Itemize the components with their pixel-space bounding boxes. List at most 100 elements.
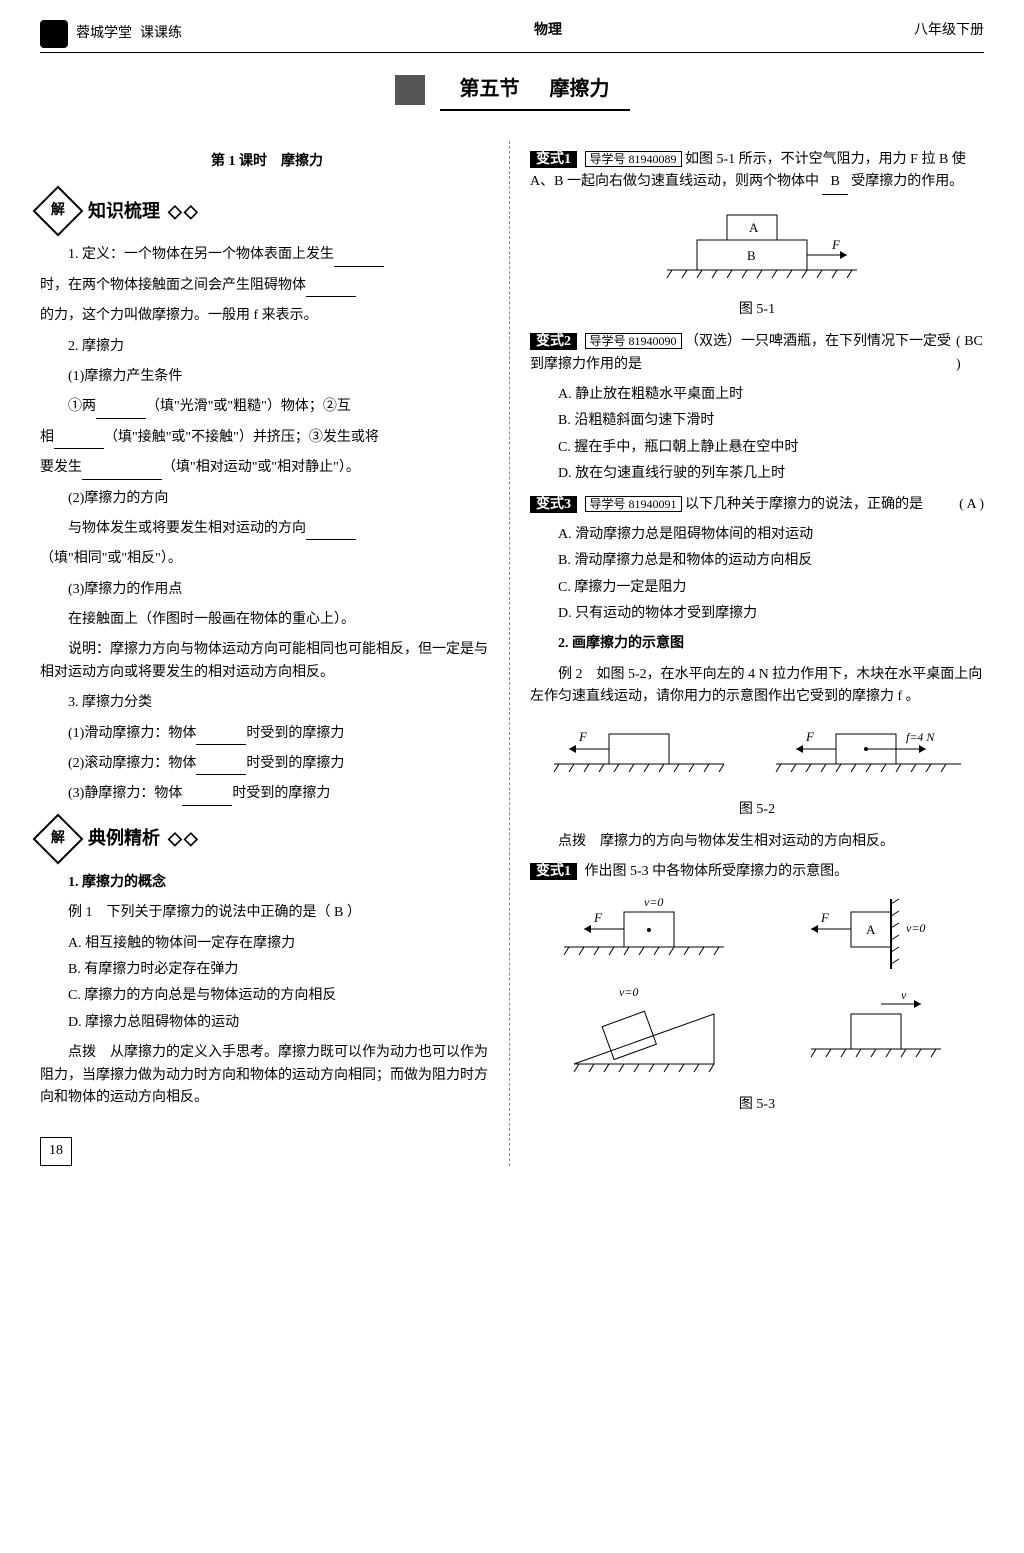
fig53-label: 图 5-3 — [530, 1094, 984, 1116]
k2b1: 与物体发生或将要发生相对运动的方向 — [40, 518, 494, 540]
k2a1-t: ①两 — [68, 399, 96, 414]
fig53-v0c: v=0 — [619, 985, 638, 999]
v1b-text: 作出图 5-3 中各物体所受摩擦力的示意图。 — [585, 864, 849, 879]
k3b2-t: 时受到的摩擦力 — [246, 756, 344, 771]
k1b-text: 时，在两个物体接触面之间会产生阻碍物体 — [40, 278, 306, 293]
blank-input[interactable] — [182, 789, 232, 806]
ex1-opt-c: C. 摩擦力的方向总是与物体运动的方向相反 — [68, 985, 494, 1007]
section-number: 第五节 — [460, 78, 520, 100]
fig52-label: 图 5-2 — [530, 799, 984, 821]
ex2: 例 2 如图 5-2，在水平向左的 4 N 拉力作用下，木块在水平桌面上向左作匀… — [530, 664, 984, 709]
k3: 3. 摩擦力分类 — [40, 692, 494, 714]
v3-text: 以下几种关于摩擦力的说法，正确的是 — [685, 497, 923, 512]
k3b: (2)滚动摩擦力：物体时受到的摩擦力 — [40, 753, 494, 775]
fig53-A: A — [866, 922, 876, 937]
ex1-opt-d: D. 摩擦力总阻碍物体的运动 — [68, 1012, 494, 1034]
ex1-tip: 点拨 从摩擦力的定义入手思考。摩擦力既可以作为动力也可以作为阻力，当摩擦力做为动… — [40, 1042, 494, 1109]
blank-input[interactable] — [306, 524, 356, 541]
v3-answer: ( A ) — [959, 494, 984, 516]
content-columns: 第 1 课时 摩擦力 解 知识梳理 1. 定义：一个物体在另一个物体表面上发生 … — [40, 141, 984, 1166]
diamond-icon: 解 — [33, 813, 84, 864]
heading-text: 知识梳理 — [88, 197, 160, 226]
blank-input[interactable] — [334, 250, 384, 267]
k2b1-t: 与物体发生或将要发生相对运动的方向 — [68, 521, 306, 536]
fig51-svg: A B F — [657, 205, 857, 295]
k3c: (3)静摩擦力：物体时受到的摩擦力 — [40, 783, 494, 805]
k2a3: 要发生 （填"相对运动"或"相对静止"）。 — [40, 457, 494, 479]
heading-text: 典例精析 — [88, 824, 160, 853]
brand-name: 蓉城学堂 — [76, 23, 132, 45]
fig52-F: F — [578, 729, 588, 744]
code-label: 导学号 81940091 — [585, 496, 682, 512]
page-number: 18 — [40, 1137, 72, 1165]
left-column: 第 1 课时 摩擦力 解 知识梳理 1. 定义：一个物体在另一个物体表面上发生 … — [40, 141, 510, 1166]
v2-opt-c: C. 握在手中，瓶口朝上静止悬在空中时 — [558, 437, 984, 459]
v3-opt-a: A. 滑动摩擦力总是阻碍物体间的相对运动 — [558, 524, 984, 546]
variant1b: 变式1 作出图 5-3 中各物体所受摩擦力的示意图。 — [530, 861, 984, 883]
k2a3b-t: （填"相对运动"或"相对静止"）。 — [162, 460, 360, 475]
v1-answer: B — [822, 171, 847, 194]
v2-opt-a: A. 静止放在粗糙水平桌面上时 — [558, 384, 984, 406]
fig52-f: f=4 N — [906, 730, 935, 744]
v2-opt-d: D. 放在匀速直线行驶的列车茶几上时 — [558, 463, 984, 485]
section-title: 第五节 摩擦力 — [40, 73, 984, 111]
v1-end: 受摩擦力的作用。 — [851, 174, 963, 189]
k2a2: 相（填"接触"或"不接触"）并挤压；③发生或将 — [40, 427, 494, 449]
v3-opt-d: D. 只有运动的物体才受到摩擦力 — [558, 603, 984, 625]
fig53-v0a: v=0 — [644, 895, 663, 909]
k2c: (3)摩擦力的作用点 — [40, 579, 494, 601]
fig52-right-svg: F f=4 N — [766, 719, 966, 789]
blank-input[interactable] — [96, 402, 146, 419]
ex1: 例 1 下列关于摩擦力的说法中正确的是（ B ） — [40, 902, 494, 924]
fig53-a-svg: v=0 F — [554, 894, 734, 974]
k3a-t: (1)滑动摩擦力：物体 — [68, 726, 196, 741]
diamond-icon: 解 — [33, 186, 84, 237]
fig51-B: B — [747, 248, 756, 263]
fig51-F: F — [831, 237, 841, 252]
ex1-heading: 1. 摩擦力的概念 — [40, 872, 494, 894]
fig51-A: A — [749, 220, 759, 235]
k1-text: 1. 定义：一个物体在另一个物体表面上发生 — [68, 247, 334, 262]
heading-examples: 解 典例精析 — [40, 821, 494, 857]
variant3: 变式3 导学号 81940091 以下几种关于摩擦力的说法，正确的是 ( A ) — [530, 494, 984, 516]
variant-badge: 变式2 — [530, 333, 577, 350]
header-subject: 物理 — [534, 20, 562, 48]
fig53-Fa: F — [593, 910, 603, 925]
v3-opt-b: B. 滑动摩擦力总是和物体的运动方向相反 — [558, 550, 984, 572]
ex1-opt-b: B. 有摩擦力时必定存在弹力 — [68, 959, 494, 981]
fig52-left-svg: F — [549, 719, 729, 789]
k2c1: 在接触面上（作图时一般画在物体的重心上）。 — [40, 609, 494, 631]
blank-input[interactable] — [306, 280, 356, 297]
k1-line3: 的力，这个力叫做摩擦力。一般用 f 来表示。 — [40, 305, 494, 327]
variant2: 变式2 导学号 81940090 （双选）一只啤酒瓶，在下列情况下一定受到摩擦力… — [530, 331, 984, 376]
blank-input[interactable] — [54, 432, 104, 449]
figure-5-3-row1: v=0 F F — [530, 894, 984, 974]
blank-input[interactable] — [196, 759, 246, 776]
v3-opt-c: C. 摩擦力一定是阻力 — [558, 577, 984, 599]
blank-input[interactable] — [196, 728, 246, 745]
variant-badge: 变式1 — [530, 863, 577, 880]
variant-badge: 变式1 — [530, 151, 577, 168]
k3a2-t: 时受到的摩擦力 — [246, 726, 344, 741]
fig53-c-svg: v=0 — [554, 984, 734, 1084]
v2-opt-b: B. 沿粗糙斜面匀速下滑时 — [558, 410, 984, 432]
variant-badge: 变式3 — [530, 496, 577, 513]
header-grade: 八年级下册 — [914, 20, 984, 48]
fig53-v0b: v=0 — [906, 921, 925, 935]
fig53-v: v — [901, 988, 907, 1002]
k2a2-t: 相 — [40, 430, 54, 445]
k2a3-t: 要发生 — [40, 460, 82, 475]
fig51-label: 图 5-1 — [530, 299, 984, 321]
ex2-heading: 2. 画摩擦力的示意图 — [530, 633, 984, 655]
fig52-F2: F — [805, 729, 815, 744]
fig53-Fb: F — [820, 910, 830, 925]
code-label: 导学号 81940090 — [585, 333, 682, 349]
blank-input[interactable] — [82, 463, 162, 480]
brand-logo-icon — [40, 20, 68, 48]
series-name: 课课练 — [140, 23, 182, 45]
fig53-d-svg: v — [781, 984, 961, 1084]
k3c2-t: 时受到的摩擦力 — [232, 786, 330, 801]
k2-title: 2. 摩擦力 — [40, 336, 494, 358]
figure-5-1: A B F 图 5-1 — [530, 205, 984, 321]
k2b2: （填"相同"或"相反"）。 — [40, 548, 494, 570]
